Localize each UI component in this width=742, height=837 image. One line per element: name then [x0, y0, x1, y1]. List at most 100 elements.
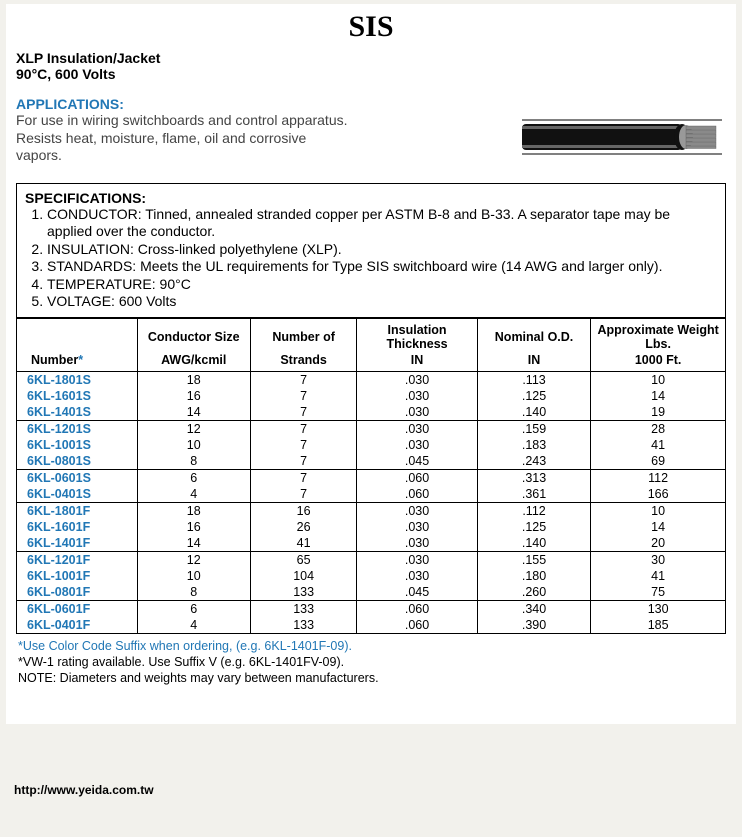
cable-illustration: [522, 112, 722, 167]
cell-insulation: .045: [357, 584, 478, 601]
cell-weight: 185: [591, 617, 726, 634]
cell-weight: 69: [591, 453, 726, 470]
cell-od: .155: [477, 551, 590, 568]
th-number-star: *: [78, 353, 83, 367]
table-row: 6KL-1201S127.030.15928: [17, 420, 726, 437]
cell-od: .390: [477, 617, 590, 634]
table-row: 6KL-1801F1816.030.11210: [17, 502, 726, 519]
cell-part-number: 6KL-0401S: [17, 486, 138, 503]
footnote-note: NOTE: Diameters and weights may vary bet…: [18, 670, 726, 686]
cell-strands: 7: [250, 420, 356, 437]
page: SIS XLP Insulation/Jacket 90°C, 600 Volt…: [6, 4, 736, 724]
cell-od: .112: [477, 502, 590, 519]
specifications-box: SPECIFICATIONS: CONDUCTOR: Tinned, annea…: [16, 183, 726, 318]
cell-weight: 41: [591, 568, 726, 584]
cell-part-number: 6KL-1001F: [17, 568, 138, 584]
table-row: 6KL-1001S107.030.18341: [17, 437, 726, 453]
cell-strands: 7: [250, 404, 356, 421]
cell-strands: 133: [250, 617, 356, 634]
cell-awg: 10: [137, 568, 250, 584]
footnote-vw1: *VW-1 rating available. Use Suffix V (e.…: [18, 654, 726, 670]
spec-item: CONDUCTOR: Tinned, annealed stranded cop…: [47, 206, 719, 241]
spec-item: STANDARDS: Meets the UL requirements for…: [47, 258, 719, 276]
th-ins-top: Insulation Thickness: [357, 318, 478, 352]
cell-awg: 12: [137, 551, 250, 568]
cell-od: .340: [477, 600, 590, 617]
cell-od: .125: [477, 519, 590, 535]
cell-od: .313: [477, 469, 590, 486]
cell-awg: 14: [137, 535, 250, 552]
cell-part-number: 6KL-0801S: [17, 453, 138, 470]
cell-awg: 10: [137, 437, 250, 453]
table-row: 6KL-1601F1626.030.12514: [17, 519, 726, 535]
cell-insulation: .030: [357, 568, 478, 584]
cell-weight: 130: [591, 600, 726, 617]
cell-strands: 133: [250, 600, 356, 617]
source-url: http://www.yeida.com.tw: [14, 783, 154, 797]
spec-item: INSULATION: Cross-linked polyethylene (X…: [47, 241, 719, 259]
cell-od: .159: [477, 420, 590, 437]
cell-strands: 133: [250, 584, 356, 601]
cell-weight: 19: [591, 404, 726, 421]
cell-weight: 20: [591, 535, 726, 552]
th-number: Number*: [17, 352, 138, 372]
cell-weight: 14: [591, 519, 726, 535]
cell-insulation: .060: [357, 469, 478, 486]
table-row: 6KL-1401F1441.030.14020: [17, 535, 726, 552]
cell-od: .140: [477, 535, 590, 552]
cell-awg: 6: [137, 600, 250, 617]
cell-strands: 7: [250, 469, 356, 486]
th-od-top: Nominal O.D.: [477, 318, 590, 352]
th-strands-top: Number of: [250, 318, 356, 352]
product-table: Conductor Size Number of Insulation Thic…: [16, 318, 726, 634]
th-strands-bot: Strands: [250, 352, 356, 372]
cell-insulation: .030: [357, 404, 478, 421]
cell-od: .361: [477, 486, 590, 503]
cell-insulation: .045: [357, 453, 478, 470]
cell-insulation: .030: [357, 519, 478, 535]
cell-part-number: 6KL-1201F: [17, 551, 138, 568]
cell-weight: 28: [591, 420, 726, 437]
footnote-color-code: *Use Color Code Suffix when ordering, (e…: [18, 638, 726, 654]
th-wt-top: Approximate Weight Lbs.: [591, 318, 726, 352]
cell-part-number: 6KL-0801F: [17, 584, 138, 601]
cell-awg: 16: [137, 519, 250, 535]
cell-strands: 104: [250, 568, 356, 584]
cell-awg: 18: [137, 371, 250, 388]
cell-part-number: 6KL-1601F: [17, 519, 138, 535]
cell-insulation: .060: [357, 600, 478, 617]
cell-awg: 8: [137, 453, 250, 470]
cell-insulation: .030: [357, 502, 478, 519]
cell-strands: 7: [250, 486, 356, 503]
cell-strands: 65: [250, 551, 356, 568]
specifications-list: CONDUCTOR: Tinned, annealed stranded cop…: [25, 206, 719, 311]
spec-item: TEMPERATURE: 90°C: [47, 276, 719, 294]
cell-part-number: 6KL-0401F: [17, 617, 138, 634]
cell-weight: 10: [591, 502, 726, 519]
cell-strands: 7: [250, 453, 356, 470]
cell-insulation: .030: [357, 371, 478, 388]
cable-icon: [522, 112, 722, 162]
table-row: 6KL-0401F4133.060.390185: [17, 617, 726, 634]
th-wt-bot: 1000 Ft.: [591, 352, 726, 372]
cell-part-number: 6KL-0601S: [17, 469, 138, 486]
cell-part-number: 6KL-1201S: [17, 420, 138, 437]
cell-awg: 16: [137, 388, 250, 404]
cell-insulation: .030: [357, 388, 478, 404]
th-number-top: [17, 318, 138, 352]
cell-part-number: 6KL-1801F: [17, 502, 138, 519]
th-cond-top: Conductor Size: [137, 318, 250, 352]
table-row: 6KL-0601F6133.060.340130: [17, 600, 726, 617]
th-od-bot: IN: [477, 352, 590, 372]
cell-awg: 14: [137, 404, 250, 421]
cell-part-number: 6KL-1401S: [17, 404, 138, 421]
cell-weight: 166: [591, 486, 726, 503]
table-row: 6KL-1201F1265.030.15530: [17, 551, 726, 568]
cell-od: .260: [477, 584, 590, 601]
cell-insulation: .030: [357, 535, 478, 552]
cell-od: .140: [477, 404, 590, 421]
table-row: 6KL-0801F8133.045.26075: [17, 584, 726, 601]
subtitle-rating: 90°C, 600 Volts: [16, 66, 726, 82]
table-body: 6KL-1801S187.030.113106KL-1601S167.030.1…: [17, 371, 726, 633]
cell-strands: 7: [250, 437, 356, 453]
